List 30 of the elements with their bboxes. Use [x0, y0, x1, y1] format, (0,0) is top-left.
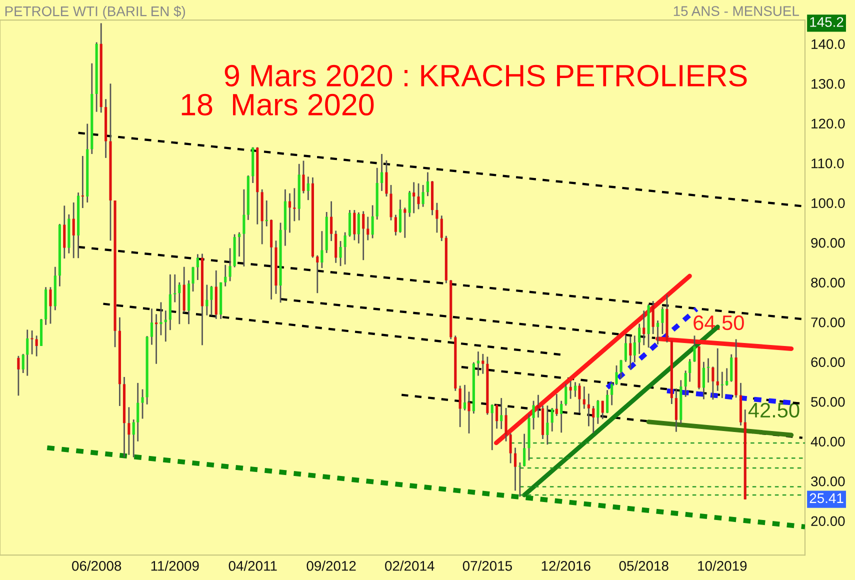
annotation: 145.2 — [810, 17, 844, 27]
y-tick-label: 100.0 — [812, 198, 845, 208]
y-tick-label: 30.00 — [811, 476, 845, 486]
x-tick-label: 06/2008 — [72, 560, 122, 571]
annotation: 64.50 — [694, 315, 744, 330]
chart-subtitle: 15 ANS - MENSUEL — [674, 6, 799, 16]
y-tick-label: 50.00 — [811, 396, 845, 407]
x-tick-label: 07/2015 — [462, 560, 512, 571]
annotation: 42.50 — [748, 402, 800, 418]
y-tick-label: 120.0 — [812, 118, 845, 129]
x-tick-label: 02/2014 — [385, 560, 434, 571]
y-tick-label: 60.00 — [811, 357, 845, 368]
chart-title: PETROLE WTI (BARIL EN $) — [5, 6, 186, 19]
x-tick-label: 11/2009 — [151, 560, 199, 571]
annotation: 9 Mars 2020 : KRACHS PETROLIERS — [224, 64, 747, 86]
y-tick-label: 20.00 — [811, 516, 845, 526]
y-tick-label: 110.0 — [812, 158, 844, 168]
y-tick-label: 140.0 — [812, 39, 845, 50]
annotation: 25.41 — [810, 493, 844, 504]
y-tick-label: 130.0 — [812, 78, 845, 89]
y-tick-label: 90.00 — [811, 238, 845, 248]
annotation: 18 Mars 2020 — [182, 94, 374, 116]
x-tick-label: 10/2019 — [698, 560, 747, 571]
x-tick-label: 09/2012 — [306, 560, 356, 571]
y-tick-label: 80.00 — [811, 278, 845, 288]
y-tick-label: 70.00 — [811, 317, 845, 328]
y-tick-label: 40.00 — [810, 436, 845, 447]
x-tick-label: 05/2018 — [619, 560, 668, 571]
x-tick-label: 12/2016 — [542, 560, 590, 571]
x-tick-label: 04/2011 — [228, 560, 277, 571]
